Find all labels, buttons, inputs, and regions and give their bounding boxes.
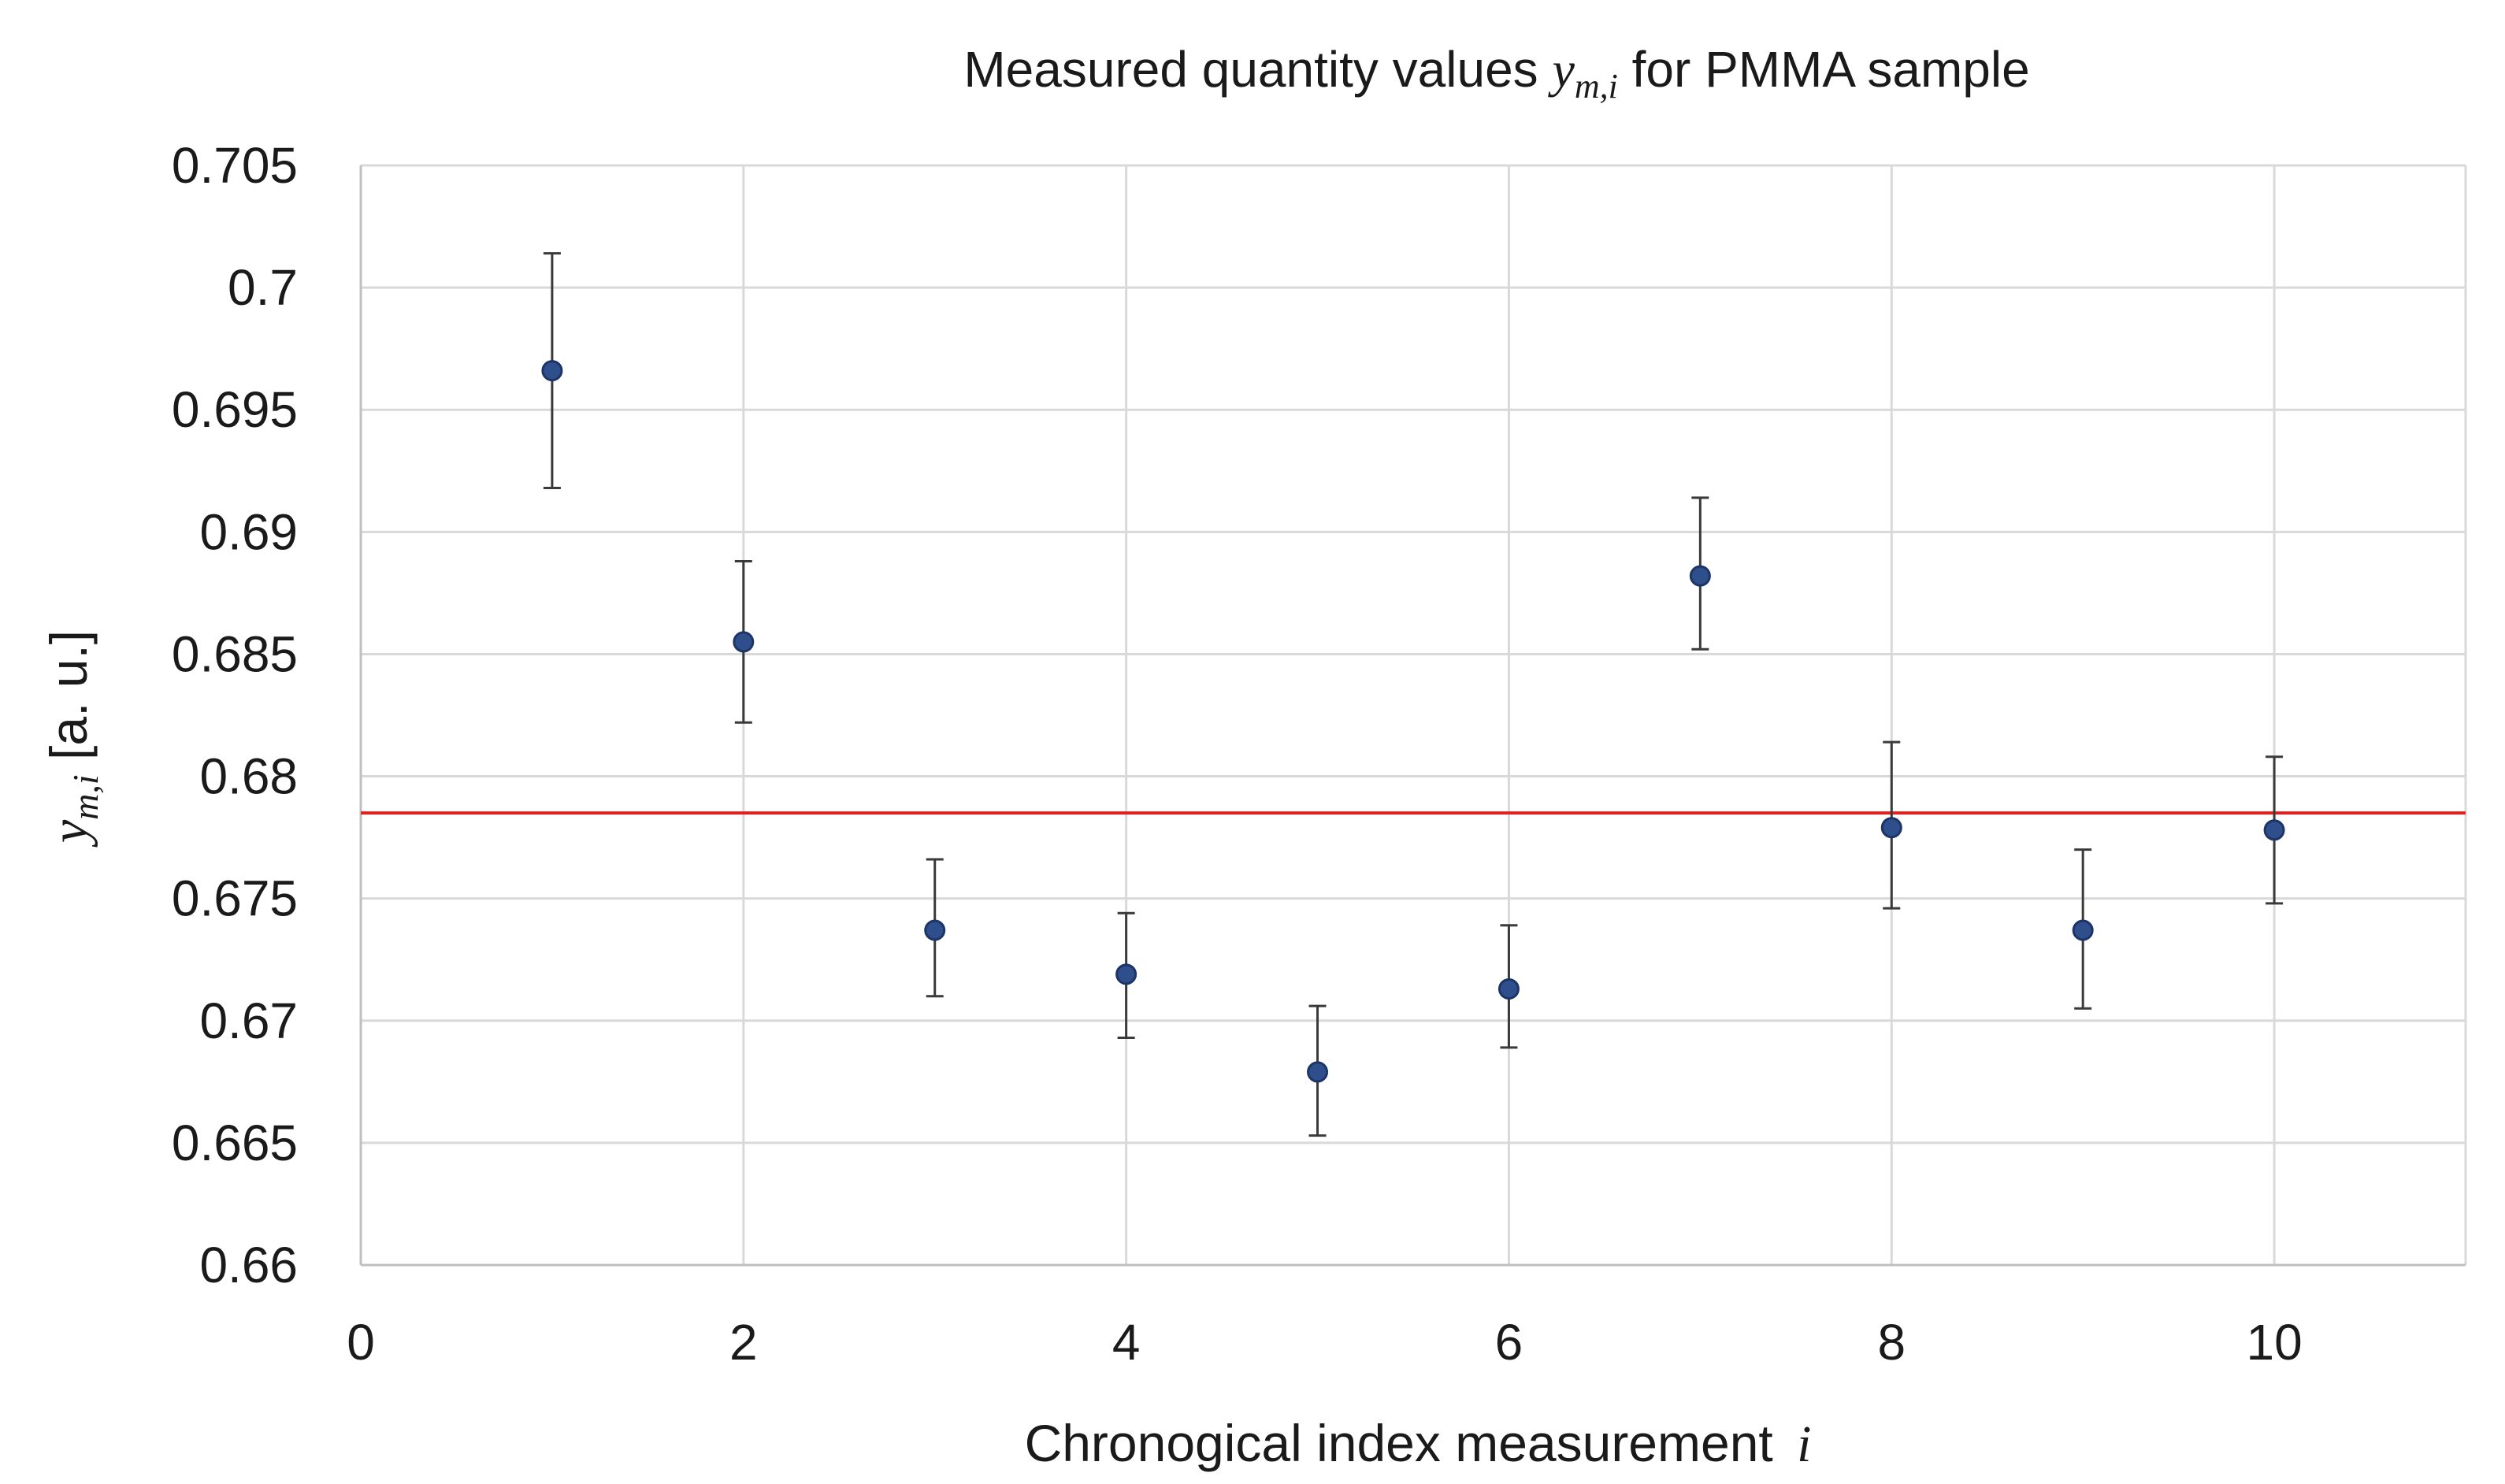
data-point (2263, 819, 2285, 841)
x-tick-labels: 0 2 4 6 8 10 (347, 1314, 2302, 1371)
x-tick-label: 6 (1495, 1314, 1523, 1371)
data-point (1689, 565, 1711, 587)
y-tick-label: 0.69 (199, 503, 298, 560)
x-tick-label: 4 (1112, 1314, 1141, 1371)
x-tick-label: 2 (729, 1314, 758, 1371)
y-tick-label: 0.66 (199, 1237, 298, 1293)
data-point (1115, 963, 1137, 985)
chart-title-variable: y (1547, 42, 1575, 98)
gridlines (361, 164, 2467, 1265)
chart-title: Measured quantity values ym,i for PMMA s… (963, 41, 2029, 106)
y-tick-label: 0.695 (172, 381, 298, 438)
data-point (733, 631, 755, 653)
y-axis-label-unit: [a. u.] (39, 630, 98, 774)
error-bars (543, 252, 2284, 1137)
x-tick-label: 10 (2246, 1314, 2302, 1371)
chart-title-subscript: m,i (1575, 67, 1618, 106)
x-axis-label-text: Chronogical index measurement (1025, 1414, 1788, 1472)
y-axis-label-subscript: m,i (65, 774, 106, 820)
y-tick-label: 0.685 (172, 625, 298, 682)
y-tick-label: 0.705 (172, 137, 298, 194)
y-tick-label: 0.67 (199, 992, 298, 1049)
y-tick-label: 0.7 (228, 259, 298, 316)
data-point (541, 360, 563, 382)
chart-title-prefix: Measured quantity values (963, 41, 1552, 98)
y-tick-label: 0.675 (172, 870, 298, 927)
y-tick-label: 0.665 (172, 1115, 298, 1171)
x-tick-label: 8 (1877, 1314, 1906, 1371)
data-point (2072, 919, 2094, 941)
axes (359, 165, 2466, 1267)
data-point (1497, 978, 1520, 1000)
x-tick-label: 0 (347, 1314, 375, 1371)
y-axis-label: ym,i [a. u.] (39, 630, 106, 848)
y-tick-label: 0.68 (199, 748, 298, 805)
data-point (1307, 1061, 1329, 1083)
chart-title-suffix: for PMMA sample (1618, 41, 2030, 98)
y-tick-labels: 0.660.6650.670.6750.680.6850.690.6950.70… (172, 137, 298, 1293)
x-axis-label-variable: i (1797, 1415, 1811, 1473)
y-axis-label-variable: y (41, 819, 98, 848)
x-axis-label: Chronogical index measurement i (1025, 1414, 1812, 1473)
data-point (924, 919, 946, 941)
data-point (1880, 817, 1902, 839)
data-points (541, 360, 2285, 1083)
